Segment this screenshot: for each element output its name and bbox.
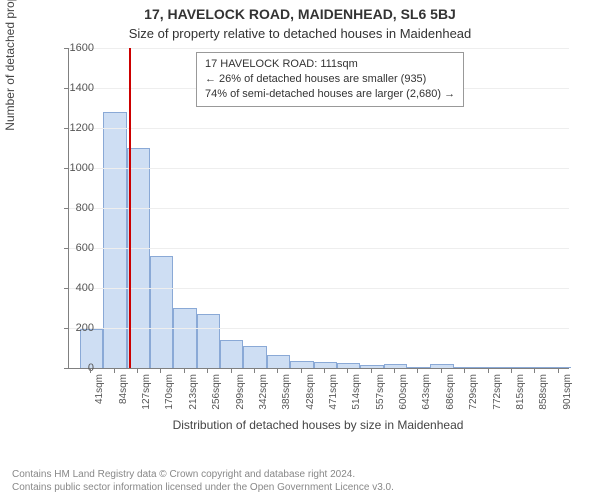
x-tick-mark	[277, 368, 278, 373]
x-tick-mark	[114, 368, 115, 373]
y-tick-label: 1600	[44, 42, 94, 54]
x-tick-label: 471sqm	[328, 374, 339, 434]
histogram-bar	[547, 367, 570, 368]
property-info-box: 17 HAVELOCK ROAD: 111sqm← 26% of detache…	[196, 52, 464, 107]
histogram-bar	[337, 363, 360, 368]
gridline	[69, 168, 569, 169]
histogram-bar	[314, 362, 337, 368]
x-tick-label: 84sqm	[118, 374, 129, 434]
page-super-title: 17, HAVELOCK ROAD, MAIDENHEAD, SL6 5BJ	[0, 6, 600, 22]
x-tick-label: 686sqm	[445, 374, 456, 434]
x-tick-mark	[254, 368, 255, 373]
y-tick-label: 1400	[44, 82, 94, 94]
info-box-line: 74% of semi-detached houses are larger (…	[205, 87, 455, 102]
x-tick-mark	[464, 368, 465, 373]
histogram-bar	[103, 112, 126, 368]
x-tick-label: 858sqm	[538, 374, 549, 434]
histogram-bar	[524, 367, 547, 368]
y-tick-label: 800	[44, 202, 94, 214]
x-tick-label: 127sqm	[141, 374, 152, 434]
x-tick-label: 213sqm	[188, 374, 199, 434]
x-tick-mark	[301, 368, 302, 373]
x-tick-label: 557sqm	[375, 374, 386, 434]
x-tick-label: 385sqm	[281, 374, 292, 434]
x-tick-mark	[441, 368, 442, 373]
page-root: 17, HAVELOCK ROAD, MAIDENHEAD, SL6 5BJ S…	[0, 0, 600, 500]
gridline	[69, 328, 569, 329]
x-tick-label: 342sqm	[258, 374, 269, 434]
histogram-bar	[384, 364, 407, 368]
y-tick-label: 1000	[44, 162, 94, 174]
x-tick-label: 41sqm	[94, 374, 105, 434]
x-tick-mark	[231, 368, 232, 373]
x-tick-mark	[534, 368, 535, 373]
x-tick-mark	[137, 368, 138, 373]
histogram-bar	[197, 314, 220, 368]
x-tick-label: 772sqm	[492, 374, 503, 434]
x-tick-mark	[511, 368, 512, 373]
x-tick-mark	[347, 368, 348, 373]
x-tick-mark	[324, 368, 325, 373]
x-tick-label: 170sqm	[164, 374, 175, 434]
gridline	[69, 208, 569, 209]
y-tick-label: 200	[44, 322, 94, 334]
x-tick-label: 514sqm	[351, 374, 362, 434]
x-tick-mark	[160, 368, 161, 373]
histogram-bar	[501, 367, 524, 368]
histogram-bar	[290, 361, 313, 368]
histogram-bar	[430, 364, 453, 368]
x-tick-label: 428sqm	[305, 374, 316, 434]
x-tick-label: 901sqm	[562, 374, 573, 434]
x-tick-label: 256sqm	[211, 374, 222, 434]
histogram-bar	[150, 256, 173, 368]
x-tick-mark	[184, 368, 185, 373]
histogram-bar	[454, 367, 477, 368]
x-tick-label: 600sqm	[398, 374, 409, 434]
y-tick-label: 400	[44, 282, 94, 294]
chart-title: Size of property relative to detached ho…	[0, 26, 600, 41]
histogram-bar	[360, 365, 383, 368]
property-marker-line	[129, 48, 131, 368]
x-tick-label: 299sqm	[235, 374, 246, 434]
y-tick-label: 0	[44, 362, 94, 374]
y-tick-label: 600	[44, 242, 94, 254]
info-box-line: 17 HAVELOCK ROAD: 111sqm	[205, 57, 455, 72]
x-tick-mark	[90, 368, 91, 373]
gridline	[69, 48, 569, 49]
x-tick-mark	[394, 368, 395, 373]
histogram-bar	[407, 367, 430, 368]
x-tick-mark	[488, 368, 489, 373]
x-tick-mark	[417, 368, 418, 373]
x-tick-label: 643sqm	[421, 374, 432, 434]
info-box-line: ← 26% of detached houses are smaller (93…	[205, 72, 455, 87]
histogram-bar	[477, 367, 500, 368]
x-tick-mark	[371, 368, 372, 373]
gridline	[69, 288, 569, 289]
y-axis-label: Number of detached properties	[3, 0, 17, 208]
x-tick-mark	[207, 368, 208, 373]
footer-attribution: Contains HM Land Registry data © Crown c…	[12, 468, 588, 494]
footer-line-1: Contains HM Land Registry data © Crown c…	[12, 468, 588, 481]
x-tick-label: 815sqm	[515, 374, 526, 434]
x-tick-mark	[558, 368, 559, 373]
histogram-bar	[173, 308, 196, 368]
footer-line-2: Contains public sector information licen…	[12, 481, 588, 494]
histogram-bar	[267, 355, 290, 368]
x-tick-label: 729sqm	[468, 374, 479, 434]
histogram-bar	[243, 346, 266, 368]
y-tick-label: 1200	[44, 122, 94, 134]
histogram-bar	[220, 340, 243, 368]
gridline	[69, 128, 569, 129]
gridline	[69, 248, 569, 249]
